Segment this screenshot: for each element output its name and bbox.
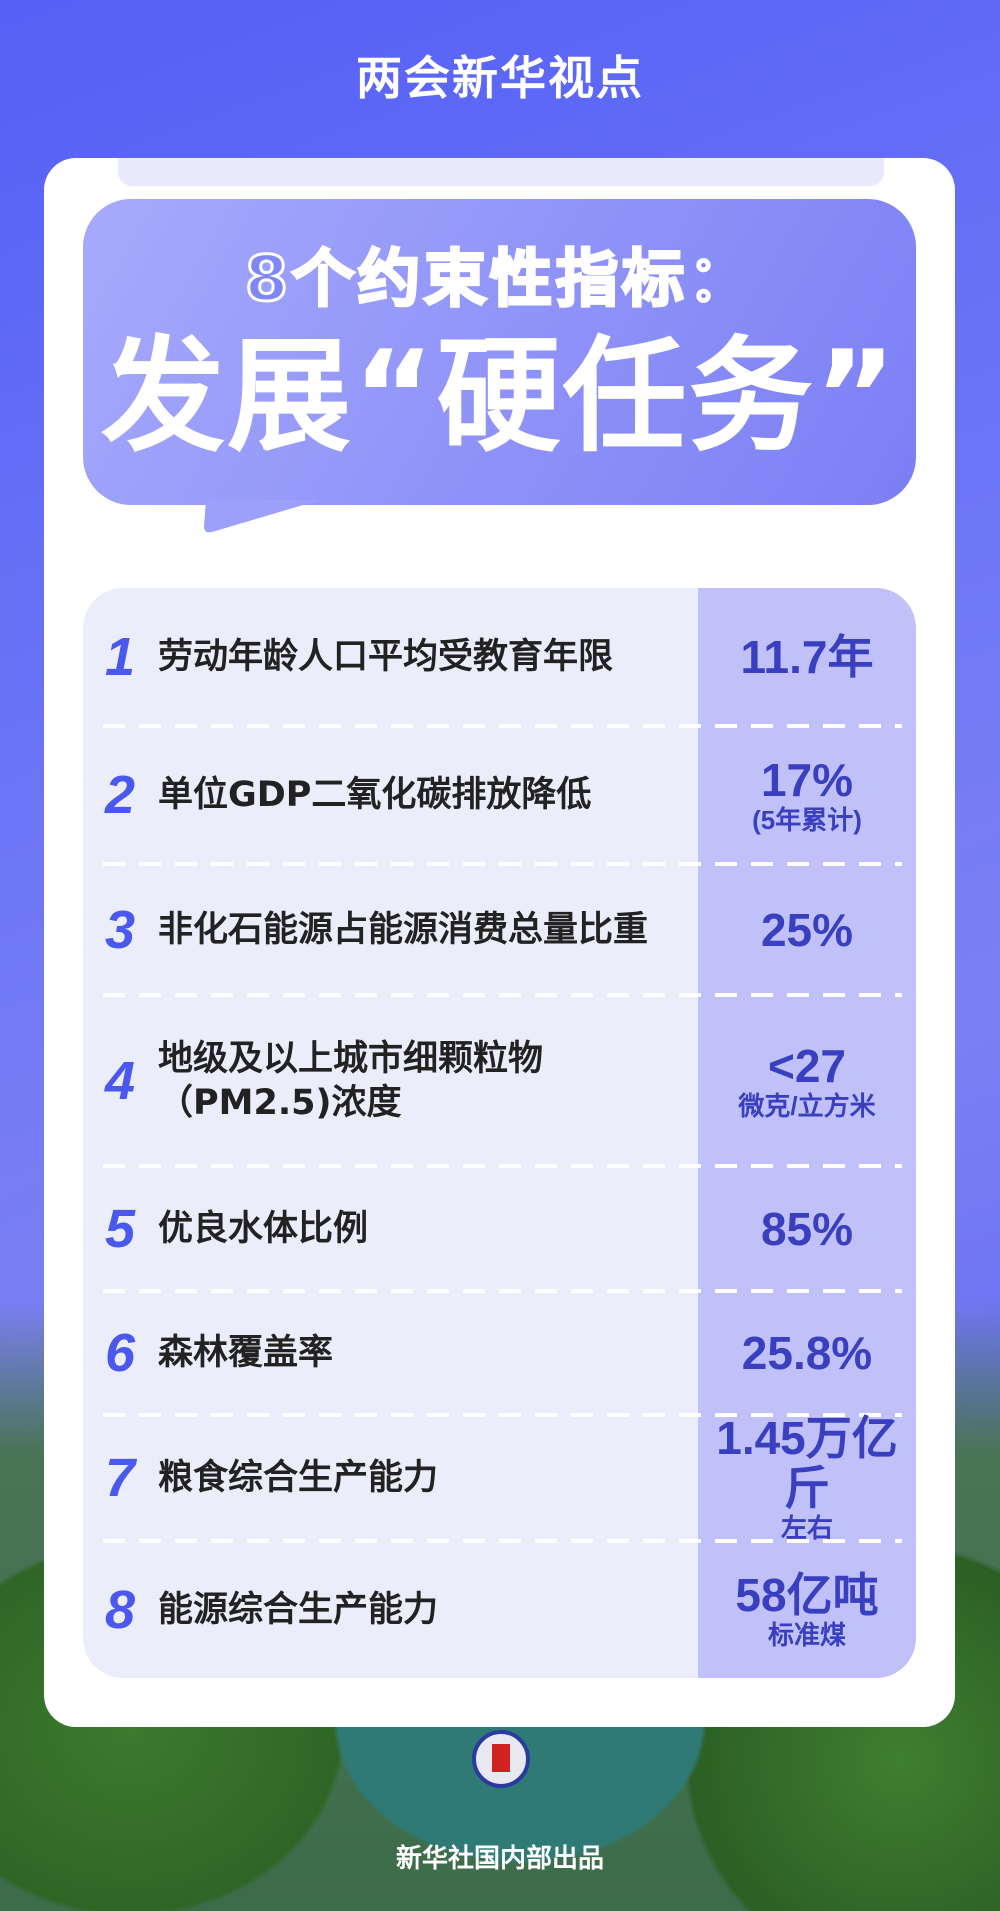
indicator-row: 7 粮食综合生产能力 1.45万亿斤 左右 [83,1413,916,1543]
indicator-value-cell: 17% (5年累计) [698,755,916,835]
indicator-label: 能源综合生产能力 [158,1589,439,1630]
indicator-label: 森林覆盖率 [158,1333,334,1373]
indicator-label: 地级及以上城市细颗粒物（PM2.5)浓度 [158,1038,544,1123]
indicator-number: 8 [105,1579,136,1640]
header-title: 两会新华视点 [356,51,644,105]
indicator-number: 1 [105,627,136,687]
indicator-value-cell: 25% [698,905,916,955]
indicator-value: 1.45万亿斤 [716,1412,898,1514]
indicator-value: 25% [760,903,854,956]
indicator-value-cell: <27 微克/立方米 [698,1041,916,1121]
indicator-label: 单位GDP二氧化碳排放降低 [158,775,592,815]
headline-line2: 发展“硬任务” [101,325,898,469]
bubble-tail [204,500,320,533]
indicator-value-cell: 85% [698,1204,916,1254]
indicator-row: 2 单位GDP二氧化碳排放降低 17% (5年累计) [83,726,916,866]
indicator-number: 7 [105,1448,136,1508]
indicator-row: 8 能源综合生产能力 58亿吨 标准煤 [83,1541,916,1678]
indicator-row: 4 地级及以上城市细颗粒物（PM2.5)浓度 <27 微克/立方米 [83,995,916,1168]
indicator-label: 粮食综合生产能力 [158,1458,439,1498]
indicator-number: 2 [105,765,136,825]
headline-bubble [83,199,916,505]
indicator-table: 1 劳动年龄人口平均受教育年限 11.7年 2 单位GDP二氧化碳排放降低 17%… [83,588,916,1678]
indicator-value-cell: 25.8% [698,1328,916,1378]
card-tab [118,158,884,186]
indicator-value: 25.8% [741,1327,873,1379]
indicator-row: 3 非化石能源占能源消费总量比重 25% [83,864,916,997]
indicator-value-cell: 58亿吨 标准煤 [698,1570,916,1650]
xinhua-logo [472,1730,530,1788]
indicator-value: 85% [760,1202,854,1255]
indicator-value: 11.7年 [740,631,874,683]
indicator-value-cell: 11.7年 [698,632,916,682]
indicator-label: 非化石能源占能源消费总量比重 [158,909,649,950]
indicator-value-note: 左右 [780,1513,833,1543]
indicator-row: 1 劳动年龄人口平均受教育年限 11.7年 [83,588,916,728]
indicator-number: 6 [105,1323,136,1383]
indicator-value-note: 标准煤 [767,1619,846,1650]
indicator-value: 58亿吨 [735,1568,879,1621]
indicator-number: 4 [105,1050,136,1111]
indicator-number: 3 [105,899,136,960]
indicator-row: 5 优良水体比例 85% [83,1166,916,1293]
headline-line1: 8个约束性指标： [243,241,755,317]
indicator-row: 6 森林覆盖率 25.8% [83,1291,916,1417]
indicator-value-note: 微克/立方米 [738,1090,876,1121]
indicator-number: 5 [105,1198,136,1259]
indicator-value: <27 [767,1039,847,1092]
indicator-label: 优良水体比例 [158,1208,369,1249]
indicator-value-note: (5年累计) [752,805,862,835]
indicator-value: 17% [760,754,854,806]
footer-credit: 新华社国内部出品 [395,1844,604,1874]
indicator-label: 劳动年龄人口平均受教育年限 [158,637,614,677]
value-column [698,588,916,1678]
indicator-value-cell: 1.45万亿斤 左右 [698,1413,916,1543]
